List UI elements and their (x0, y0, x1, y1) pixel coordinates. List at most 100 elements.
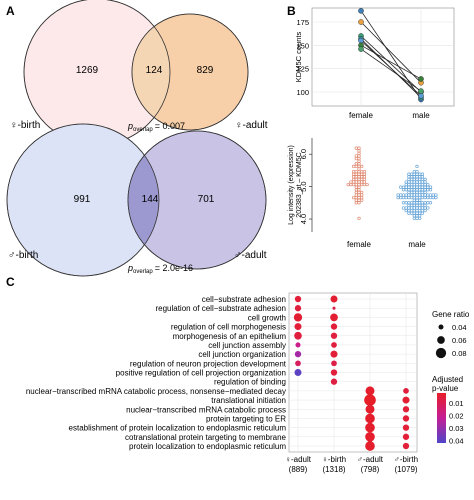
swarm-point (365, 182, 369, 187)
category-label: (1079) (394, 465, 417, 474)
term-label: regulation of neuron projection developm… (130, 359, 287, 368)
venn-top-overlap (132, 26, 170, 118)
enrichment-dot (330, 378, 338, 385)
term-label: positive regulation of cell projection o… (116, 369, 286, 378)
legend-size-label: 0.06 (452, 336, 467, 345)
swarm-point (401, 201, 406, 205)
swarm-point (396, 195, 400, 200)
swarm-point (420, 211, 425, 215)
enrichment-dot (365, 431, 375, 442)
term-label: nuclear−transcribed mRNA catabolic proce… (126, 405, 286, 414)
swarm-point (354, 188, 358, 192)
x-tick-label: female (349, 111, 374, 120)
enrichment-dot (330, 350, 338, 358)
term-label: nuclear−transcribed mRNA catabolic proce… (26, 387, 286, 396)
enrichment-dot (402, 424, 410, 431)
legend-color-label: 0.01 (449, 399, 464, 408)
swarm-point (360, 198, 364, 202)
y-axis-label: KDM5C counts (294, 32, 303, 83)
swarm-point (434, 193, 438, 197)
category-label: (889) (289, 465, 308, 474)
enrichment-dot (365, 441, 375, 451)
term-label: regulation of cell morphogenesis (171, 323, 286, 332)
swarm-point (407, 211, 411, 215)
term-label: cotranslational protein targeting to mem… (125, 433, 287, 442)
y-tick-label: 150 (296, 41, 309, 50)
category-label: ♀-adult (285, 455, 312, 464)
venn-top-right-count: 829 (197, 65, 214, 76)
enrichment-dot (330, 332, 338, 339)
enrichment-dot (402, 433, 410, 440)
swarm-point (404, 182, 408, 187)
swarm-point (407, 190, 411, 195)
term-label: cell junction assembly (208, 341, 286, 350)
data-point (358, 8, 364, 14)
x-tick-label: male (408, 240, 426, 249)
venn-top-left-label: ♀-birth (10, 120, 40, 131)
data-point (418, 88, 424, 94)
enrichment-dot (330, 323, 338, 330)
enrichment-dot (294, 323, 302, 331)
y-tick-label: 175 (296, 18, 309, 27)
category-label: (1318) (322, 465, 345, 474)
category-label: ♂-birth (394, 455, 418, 464)
swarm-point (354, 154, 358, 158)
swarm-point (428, 201, 433, 205)
data-point (418, 76, 424, 82)
swarm-point (351, 195, 356, 200)
data-point (358, 46, 364, 52)
enrichment-dot (332, 306, 336, 310)
swarm-point (346, 182, 350, 187)
legend-size-title: Gene ratio (432, 310, 470, 319)
pair-line (360, 10, 422, 100)
enrichment-dot (294, 369, 302, 376)
venn-top-pvalue: poverlap = 0.007 (127, 121, 185, 133)
data-point (358, 37, 364, 44)
y-tick-label: 6.0 (299, 149, 308, 159)
enrichment-dot (294, 331, 302, 340)
enrichment-dot (330, 313, 338, 322)
legend-colorbar (437, 393, 446, 443)
swarm-point (351, 169, 356, 174)
legend-size-label: 0.04 (452, 323, 467, 332)
swarm-point (399, 185, 403, 189)
data-point (418, 92, 424, 99)
venn-bottom-right-count: 701 (198, 194, 215, 205)
enrichment-dot (364, 394, 376, 406)
swarm-point (357, 149, 361, 153)
swarm-point (404, 208, 408, 213)
legend-size-dot (437, 336, 445, 344)
enrichment-dot (294, 350, 302, 358)
pair-line (360, 40, 422, 97)
swarm-point (407, 203, 411, 208)
venn-bottom-pvalue: poverlap = 2.0e-16 (127, 263, 193, 275)
enrichment-dot (403, 388, 409, 394)
term-label: protein localization to endoplasmic reti… (129, 442, 286, 451)
y-tick-label: 125 (296, 65, 309, 74)
term-label: regulation of cell−substrate adhesion (155, 304, 286, 313)
legend: Gene ratio Adjusted p-value 0.04 0.06 0.08… (432, 310, 470, 446)
swarm-point (357, 167, 361, 171)
enrichment-dot (295, 342, 301, 348)
enrichment-dot (294, 305, 302, 312)
pair-line (360, 48, 422, 92)
term-label: morphogenesis of an epithelium (173, 332, 287, 341)
legend-size-dot (438, 324, 444, 330)
swarm-point (418, 198, 422, 202)
swarm-point (401, 188, 406, 192)
paired-counts-chart: 100 125 150 175 female male KDM5C counts (294, 7, 455, 120)
category-label: ♂-adult (357, 455, 384, 464)
category-label: ♀-birth (322, 455, 346, 464)
swarm-point (412, 214, 416, 218)
swarm-point (426, 182, 430, 187)
enrichment-dot (295, 360, 301, 367)
enrichment-dot (331, 342, 337, 348)
venn-bottom-right-label: ♂-adult (234, 250, 267, 261)
beeswarm-chart: 4.0 5.0 6.0 female male Log intensity (expres… (288, 138, 438, 249)
enrichment-dot (365, 404, 375, 414)
enrichment-dot (402, 415, 410, 422)
enrichment-dot (365, 386, 375, 396)
swarm-point (360, 164, 364, 169)
swarm-point (357, 216, 361, 221)
